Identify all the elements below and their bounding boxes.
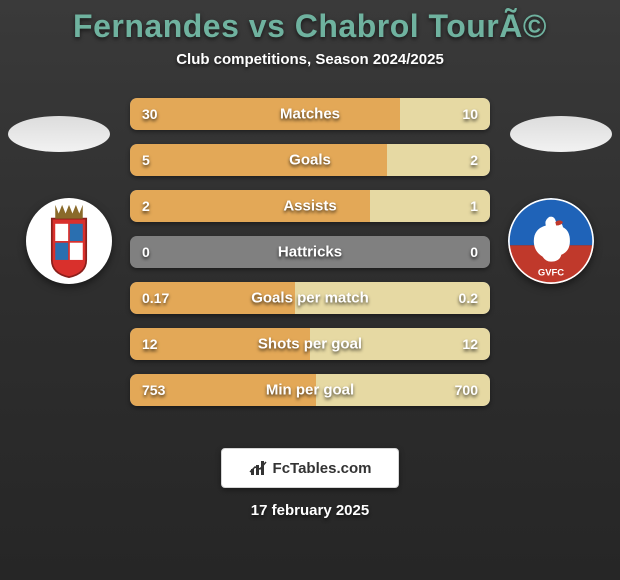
bar-value-left: 2: [142, 198, 150, 214]
bar-label: Goals: [289, 152, 331, 169]
bar-label: Shots per goal: [258, 336, 362, 353]
stat-bar: Min per goal 753 700: [130, 374, 490, 406]
bar-value-right: 700: [455, 382, 478, 398]
stat-bar: Goals per match 0.17 0.2: [130, 282, 490, 314]
infographic-container: Fernandes vs Chabrol TourÃ© Club competi…: [0, 0, 620, 580]
bar-value-left: 0: [142, 244, 150, 260]
bar-label: Assists: [283, 198, 336, 215]
bar-value-right: 0.2: [459, 290, 478, 306]
bar-segment-left: [130, 144, 387, 176]
bar-value-left: 5: [142, 152, 150, 168]
bar-value-left: 12: [142, 336, 158, 352]
bar-value-right: 2: [470, 152, 478, 168]
bar-value-left: 753: [142, 382, 165, 398]
ellipse-right: [510, 116, 612, 152]
bar-value-right: 12: [462, 336, 478, 352]
chart-icon: [249, 459, 269, 477]
bar-label: Min per goal: [266, 382, 354, 399]
svg-text:GVFC: GVFC: [538, 267, 564, 278]
bar-value-right: 0: [470, 244, 478, 260]
logo-text: FcTables.com: [273, 460, 372, 477]
bar-label: Matches: [280, 106, 340, 123]
subtitle: Club competitions, Season 2024/2025: [0, 51, 620, 68]
comparison-row: GVFC Matches 30 10 Goals 5 2 Assists 2 1 Hattrick…: [0, 92, 620, 412]
stat-bar: Hattricks 0 0: [130, 236, 490, 268]
bar-label: Hattricks: [278, 244, 342, 261]
stat-bar: Assists 2 1: [130, 190, 490, 222]
braga-crest-icon: [26, 198, 112, 284]
stat-bars: Matches 30 10 Goals 5 2 Assists 2 1 Hattricks 0 0 Go…: [130, 98, 490, 406]
fctables-logo-box: FcTables.com: [221, 448, 399, 488]
bar-label: Goals per match: [251, 290, 369, 307]
page-title: Fernandes vs Chabrol TourÃ©: [0, 8, 620, 45]
bar-value-left: 30: [142, 106, 158, 122]
ellipse-left: [8, 116, 110, 152]
stat-bar: Matches 30 10: [130, 98, 490, 130]
date-label: 17 february 2025: [0, 502, 620, 519]
gil-vicente-crest-icon: GVFC: [508, 198, 594, 284]
bar-value-right: 10: [462, 106, 478, 122]
bar-segment-left: [130, 98, 400, 130]
bar-value-right: 1: [470, 198, 478, 214]
bar-value-left: 0.17: [142, 290, 169, 306]
stat-bar: Shots per goal 12 12: [130, 328, 490, 360]
team-badge-right: GVFC: [508, 198, 594, 284]
stat-bar: Goals 5 2: [130, 144, 490, 176]
team-badge-left: [26, 198, 112, 284]
